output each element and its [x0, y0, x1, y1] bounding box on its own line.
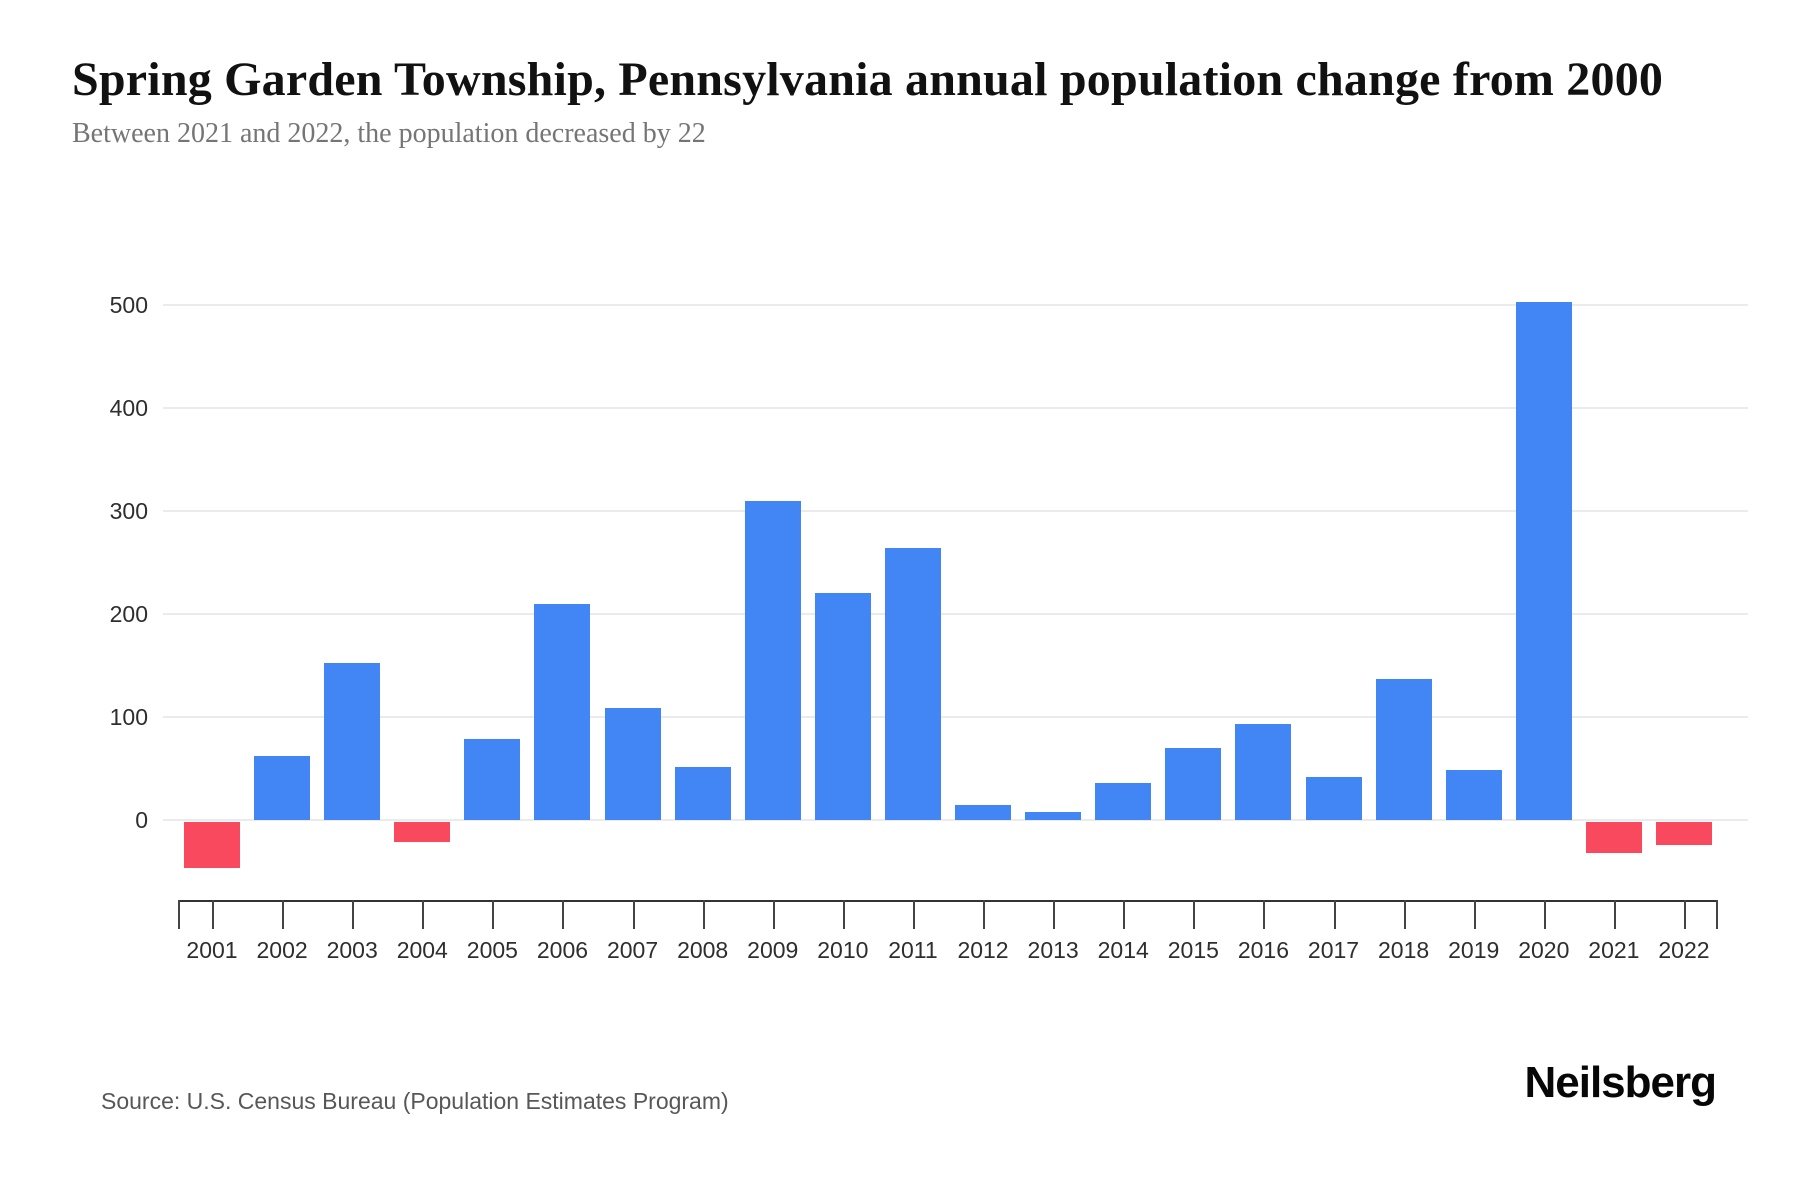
- x-axis-tick-2016: [1263, 900, 1266, 929]
- bar-2020: [1515, 301, 1572, 820]
- bar-2010: [814, 593, 871, 820]
- bar-2008: [674, 767, 731, 820]
- bar-2021: [1585, 822, 1642, 853]
- gridline-100: [163, 716, 1748, 718]
- chart-subtitle: Between 2021 and 2022, the population de…: [72, 118, 706, 149]
- bar-2009: [744, 500, 801, 820]
- bar-2016: [1235, 724, 1292, 820]
- x-axis-tick-2018: [1403, 900, 1406, 929]
- gridline-0: [163, 819, 1748, 821]
- x-axis-label-2006: 2006: [536, 937, 589, 963]
- x-axis-label-2005: 2005: [466, 937, 518, 963]
- y-axis-label-300: 300: [109, 498, 148, 524]
- x-axis-tick-2002: [282, 900, 285, 929]
- bar-2019: [1445, 769, 1502, 820]
- x-axis-tick-2013: [1053, 900, 1056, 929]
- x-axis-tick-2019: [1473, 900, 1476, 929]
- x-axis-label-2016: 2016: [1237, 937, 1289, 963]
- x-axis-tick-2020: [1543, 900, 1546, 929]
- x-axis-tick-2005: [492, 900, 495, 929]
- gridline-300: [163, 510, 1748, 512]
- gridline-500: [163, 304, 1748, 306]
- x-axis-label-2014: 2014: [1097, 937, 1149, 963]
- x-axis-label-2018: 2018: [1378, 937, 1430, 963]
- x-axis-label-2010: 2010: [817, 937, 869, 963]
- y-axis-label-100: 100: [109, 704, 148, 730]
- x-axis-label-2003: 2003: [326, 937, 378, 963]
- bar-2014: [1095, 782, 1152, 820]
- bar-2002: [254, 756, 311, 820]
- bar-2022: [1655, 822, 1712, 845]
- bar-2006: [534, 603, 591, 820]
- bar-2012: [955, 804, 1012, 820]
- bar-2001: [184, 822, 240, 869]
- x-axis-tick-2017: [1333, 900, 1336, 929]
- x-axis-tick-end: [1716, 900, 1718, 929]
- chart-title: Spring Garden Township, Pennsylvania ann…: [72, 53, 1664, 106]
- x-axis-tick-2009: [772, 900, 775, 929]
- x-axis-tick-start: [178, 900, 180, 929]
- x-axis-tick-2003: [352, 900, 355, 929]
- x-axis-label-2008: 2008: [677, 937, 729, 963]
- bar-2007: [604, 707, 661, 820]
- x-axis-tick-2014: [1123, 900, 1126, 929]
- x-axis-label-2020: 2020: [1518, 937, 1570, 963]
- x-axis-label-2015: 2015: [1167, 937, 1219, 963]
- x-axis-label-2017: 2017: [1307, 937, 1360, 963]
- gridline-200: [163, 613, 1748, 615]
- y-axis-label-400: 400: [109, 395, 148, 421]
- bar-2004: [394, 822, 451, 842]
- brand-logo[interactable]: Neilsberg: [1524, 1058, 1717, 1107]
- bar-2017: [1305, 776, 1362, 820]
- x-axis-label-2021: 2021: [1588, 937, 1640, 963]
- x-axis-label-2002: 2002: [256, 937, 308, 963]
- x-axis-tick-2022: [1683, 900, 1686, 929]
- x-axis-label-2009: 2009: [747, 937, 799, 963]
- x-axis-tick-2010: [842, 900, 845, 929]
- bar-2003: [324, 663, 381, 820]
- x-axis-tick-2011: [912, 900, 915, 929]
- x-axis-tick-2007: [632, 900, 635, 929]
- x-axis-label-2007: 2007: [606, 937, 659, 963]
- x-axis-label-2022: 2022: [1658, 937, 1710, 963]
- x-axis-label-2012: 2012: [957, 937, 1009, 963]
- x-axis-tick-2006: [562, 900, 565, 929]
- x-axis-tick-2015: [1193, 900, 1196, 929]
- x-axis-tick-2008: [702, 900, 705, 929]
- x-axis-label-2019: 2019: [1448, 937, 1500, 963]
- x-axis-label-2013: 2013: [1027, 937, 1079, 963]
- gridline-400: [163, 407, 1748, 409]
- source-text: Source: U.S. Census Bureau (Population E…: [101, 1088, 729, 1114]
- x-axis-label-2011: 2011: [888, 937, 938, 963]
- x-axis-tick-2001: [212, 900, 214, 929]
- bar-2005: [464, 738, 521, 820]
- x-axis-tick-2021: [1613, 900, 1616, 929]
- y-axis-label-200: 200: [109, 601, 148, 627]
- x-axis-line: [178, 900, 1718, 902]
- x-axis-tick-2004: [422, 900, 425, 929]
- bar-2011: [884, 548, 941, 820]
- bar-2018: [1375, 678, 1432, 820]
- y-axis-label-0: 0: [135, 807, 148, 833]
- bar-2015: [1165, 747, 1222, 820]
- y-axis-label-500: 500: [109, 292, 148, 318]
- x-axis-label-2001: 2001: [186, 937, 238, 963]
- bar-2013: [1025, 811, 1082, 820]
- x-axis-label-2004: 2004: [396, 937, 448, 963]
- x-axis-tick-2012: [983, 900, 986, 929]
